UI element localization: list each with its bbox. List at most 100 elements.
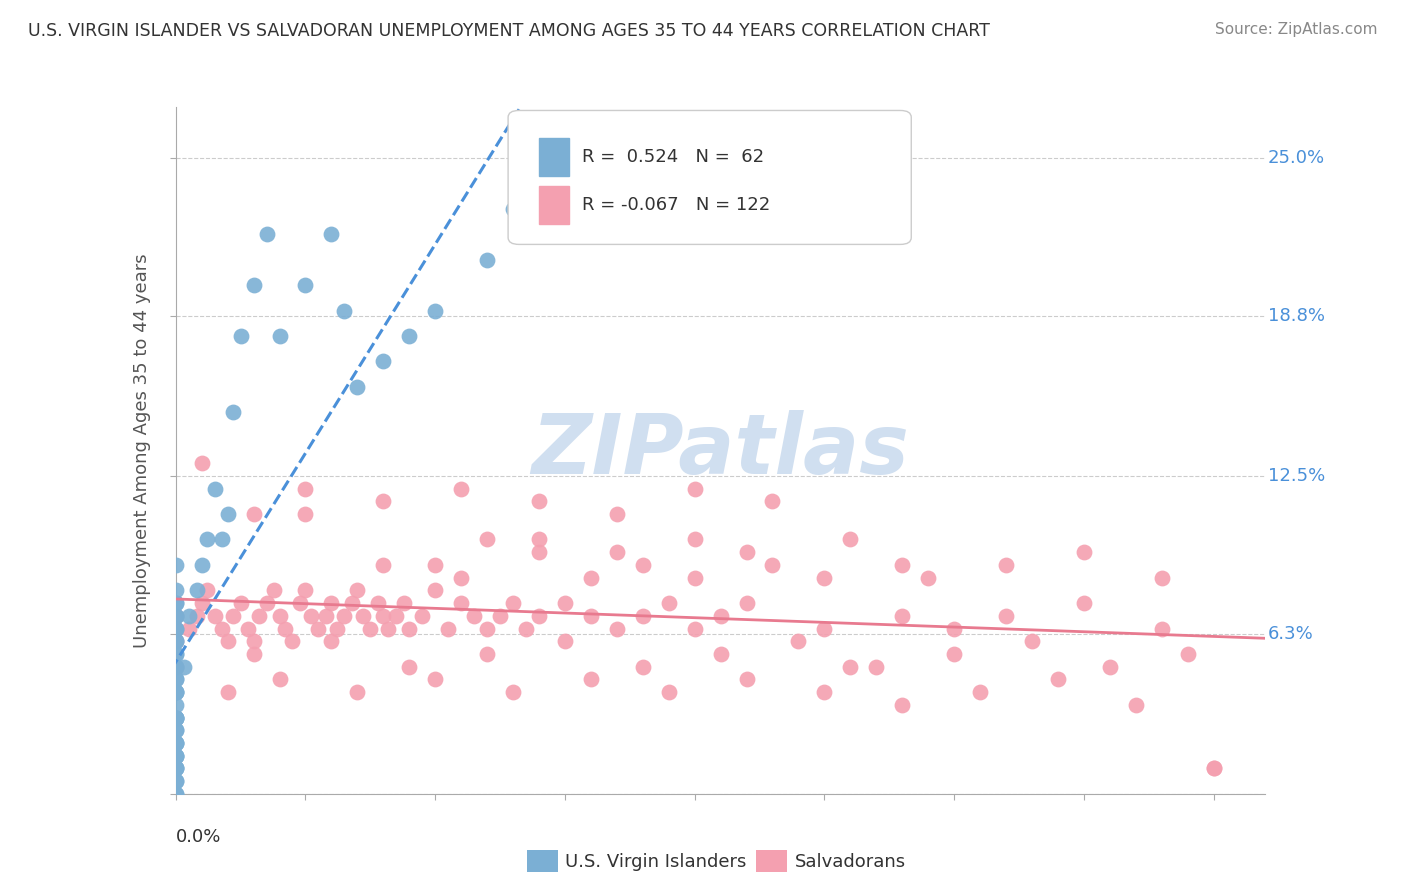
Point: [177, 622, 200, 636]
Point: [165, 723, 187, 738]
Point: [450, 571, 472, 585]
Point: [606, 507, 628, 521]
Point: [299, 608, 322, 623]
Point: [229, 329, 252, 343]
Point: [527, 533, 550, 547]
Point: [165, 774, 187, 789]
Point: [238, 622, 260, 636]
Point: [165, 774, 187, 789]
Point: [475, 622, 498, 636]
Point: [165, 659, 187, 673]
Text: Salvadorans: Salvadorans: [794, 853, 905, 871]
Text: 6.3%: 6.3%: [1268, 624, 1313, 642]
Point: [658, 596, 681, 610]
Point: [269, 673, 291, 687]
Point: [527, 494, 550, 508]
Point: [307, 622, 329, 636]
Point: [891, 608, 914, 623]
Point: [321, 596, 343, 610]
Point: [377, 622, 399, 636]
Point: [190, 456, 212, 470]
Point: [281, 634, 304, 648]
Text: R =  0.524   N =  62: R = 0.524 N = 62: [582, 148, 765, 166]
Point: [631, 659, 654, 673]
Point: [554, 634, 576, 648]
Point: [606, 622, 628, 636]
Point: [631, 608, 654, 623]
Point: [165, 673, 187, 687]
Point: [475, 647, 498, 661]
Point: [165, 673, 187, 687]
Point: [222, 608, 245, 623]
Point: [165, 583, 187, 598]
Point: [247, 608, 270, 623]
Point: [658, 685, 681, 699]
Point: [325, 622, 347, 636]
Point: [256, 596, 278, 610]
Point: [425, 673, 447, 687]
Point: [1150, 622, 1173, 636]
Point: [269, 608, 291, 623]
Point: [367, 596, 389, 610]
Point: [195, 583, 218, 598]
Point: [489, 608, 512, 623]
Text: 18.8%: 18.8%: [1268, 307, 1324, 325]
Point: [165, 748, 187, 763]
Point: [242, 507, 264, 521]
Point: [165, 608, 187, 623]
Point: [165, 761, 187, 775]
Point: [177, 608, 200, 623]
Point: [333, 608, 356, 623]
Bar: [538, 138, 569, 176]
Point: [256, 227, 278, 242]
Point: [165, 659, 187, 673]
Point: [631, 558, 654, 572]
Point: [579, 673, 602, 687]
Point: [579, 608, 602, 623]
Point: [195, 533, 218, 547]
Point: [683, 533, 706, 547]
Point: [392, 596, 415, 610]
Point: [1202, 761, 1225, 775]
Text: U.S. Virgin Islanders: U.S. Virgin Islanders: [565, 853, 747, 871]
Text: U.S. VIRGIN ISLANDER VS SALVADORAN UNEMPLOYMENT AMONG AGES 35 TO 44 YEARS CORREL: U.S. VIRGIN ISLANDER VS SALVADORAN UNEMP…: [28, 22, 990, 40]
Point: [173, 659, 195, 673]
Point: [373, 558, 395, 572]
Point: [290, 596, 312, 610]
Point: [222, 405, 245, 419]
Point: [515, 622, 537, 636]
Point: [735, 596, 758, 610]
FancyBboxPatch shape: [508, 111, 911, 244]
Point: [943, 622, 966, 636]
Point: [373, 354, 395, 368]
Text: Source: ZipAtlas.com: Source: ZipAtlas.com: [1215, 22, 1378, 37]
Point: [165, 685, 187, 699]
Point: [165, 710, 187, 724]
Point: [1021, 634, 1043, 648]
Point: [165, 622, 187, 636]
Text: 25.0%: 25.0%: [1268, 149, 1324, 167]
Point: [315, 608, 337, 623]
Point: [211, 533, 233, 547]
Point: [891, 558, 914, 572]
Point: [1150, 571, 1173, 585]
Point: [969, 685, 991, 699]
Point: [165, 596, 187, 610]
Point: [527, 608, 550, 623]
Point: [683, 571, 706, 585]
Point: [735, 545, 758, 559]
Point: [398, 329, 420, 343]
Point: [450, 596, 472, 610]
Point: [294, 482, 316, 496]
Point: [475, 533, 498, 547]
Point: [813, 571, 835, 585]
Point: [165, 723, 187, 738]
Point: [321, 227, 343, 242]
Point: [839, 659, 862, 673]
Point: [165, 608, 187, 623]
Point: [217, 685, 239, 699]
Point: [294, 583, 316, 598]
Point: [217, 634, 239, 648]
Point: [891, 698, 914, 712]
Point: [165, 710, 187, 724]
